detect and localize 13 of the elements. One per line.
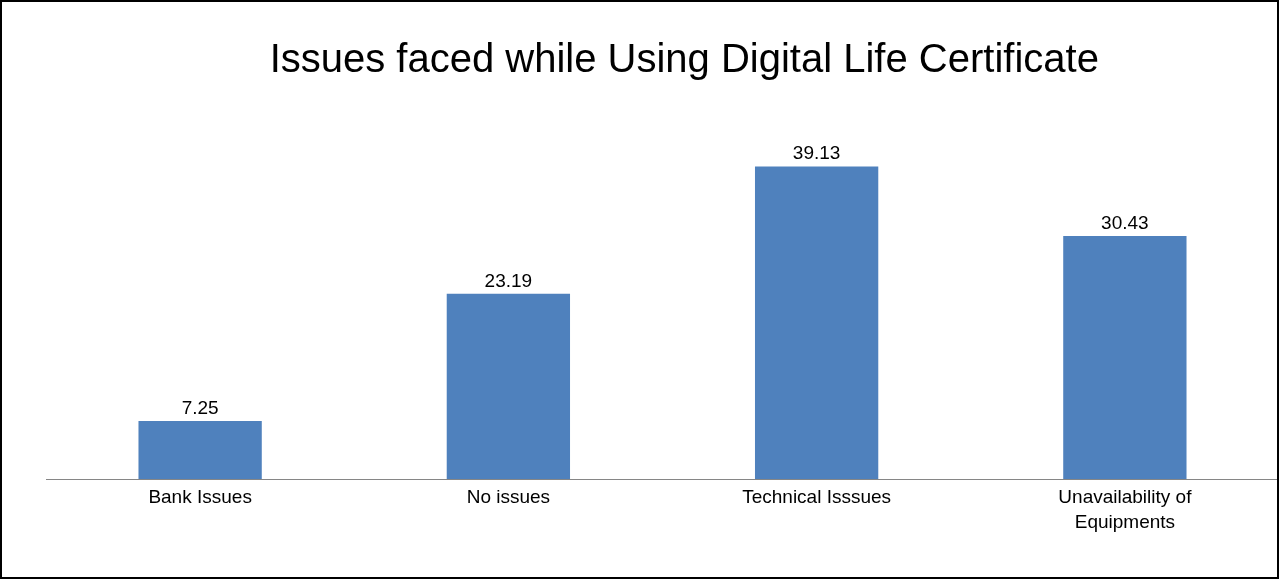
x-tick-label: Bank Issues xyxy=(148,485,252,507)
bar xyxy=(1063,235,1187,479)
x-tick-label: Unavailability of Equipments xyxy=(1058,485,1193,532)
x-tick-label: No issues xyxy=(466,485,551,507)
data-label: 30.43 xyxy=(1101,211,1149,233)
bar xyxy=(446,293,571,479)
data-label: 39.13 xyxy=(792,142,841,164)
data-label: 23.19 xyxy=(484,269,533,291)
x-tick-label: Technical Isssues xyxy=(742,485,892,507)
bar xyxy=(754,166,879,479)
chart-title: Issues faced while Using Digital Life Certificate xyxy=(269,35,1099,80)
bar xyxy=(138,421,262,479)
data-label: 7.25 xyxy=(181,397,219,419)
